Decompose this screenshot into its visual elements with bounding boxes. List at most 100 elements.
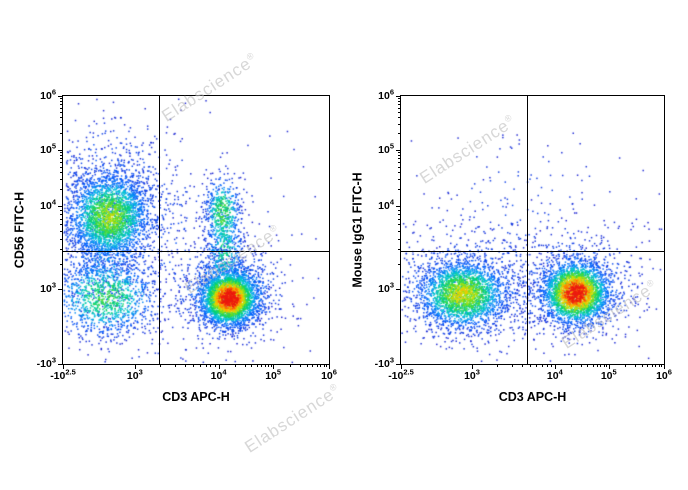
- x-axis-tick: [329, 364, 330, 369]
- y-axis-minor-tick: [60, 238, 63, 240]
- x-axis-tick-label: 106: [656, 367, 672, 382]
- x-axis-minor-tick: [600, 364, 602, 367]
- y-axis-minor-tick: [398, 238, 401, 240]
- x-axis-minor-tick: [580, 364, 582, 367]
- x-axis-tick-label: 103: [126, 367, 143, 382]
- y-axis-minor-tick: [398, 158, 401, 160]
- y-axis-tick: [58, 205, 63, 207]
- x-axis-tick: [554, 364, 556, 369]
- x-axis-tick: [218, 364, 220, 369]
- y-axis-minor-tick: [60, 188, 63, 190]
- x-axis-minor-tick: [312, 364, 314, 367]
- density-scatter-canvas: [401, 96, 664, 364]
- x-axis-tick-label: -102.5: [50, 367, 76, 382]
- x-axis-minor-tick: [521, 364, 523, 367]
- x-axis-minor-tick: [256, 364, 258, 367]
- x-axis-minor-tick: [210, 364, 212, 367]
- y-axis-minor-tick: [398, 112, 401, 114]
- x-axis-minor-tick: [658, 364, 660, 367]
- y-axis-minor-tick: [398, 249, 401, 251]
- y-axis-minor-tick: [398, 179, 401, 181]
- y-axis-minor-tick: [398, 263, 401, 265]
- y-axis-tick-label: 105: [378, 141, 394, 156]
- y-axis-tick-label: 106: [378, 87, 394, 102]
- x-axis-minor-tick: [244, 364, 246, 367]
- y-axis-minor-tick: [60, 162, 63, 164]
- x-axis-tick-label: 105: [265, 367, 282, 382]
- y-axis-minor-tick: [398, 224, 401, 226]
- y-axis-minor-tick: [60, 107, 63, 109]
- y-axis-minor-tick: [60, 263, 63, 265]
- y-axis-minor-tick: [60, 209, 63, 211]
- x-axis-minor-tick: [193, 364, 195, 367]
- y-axis-tick-label: -103: [374, 355, 394, 370]
- y-axis-minor-tick: [60, 224, 63, 226]
- x-axis-minor-tick: [606, 364, 608, 367]
- y-axis-tick: [396, 364, 401, 365]
- x-axis-minor-tick: [642, 364, 644, 367]
- y-axis-minor-tick: [60, 155, 63, 157]
- y-axis-minor-tick: [398, 230, 401, 232]
- y-axis-minor-tick: [398, 124, 401, 126]
- x-axis-minor-tick: [261, 364, 263, 367]
- y-axis-minor-tick: [398, 209, 401, 211]
- x-axis-minor-tick: [651, 364, 653, 367]
- y-axis-tick-label: 104: [378, 197, 394, 212]
- quadrant-gate-vertical: [158, 96, 160, 364]
- y-axis-minor-tick: [60, 104, 63, 106]
- x-axis-tick-label: 104: [210, 367, 227, 382]
- y-axis-minor-tick: [60, 166, 63, 168]
- x-axis-minor-tick: [251, 364, 253, 367]
- x-axis-minor-tick: [655, 364, 657, 367]
- y-axis-minor-tick: [398, 155, 401, 157]
- x-axis-minor-tick: [592, 364, 594, 367]
- y-axis-tick: [58, 288, 63, 290]
- y-axis-tick-label: -103: [36, 355, 56, 370]
- x-axis-minor-tick: [546, 364, 548, 367]
- y-axis-tick-label: 105: [40, 141, 56, 156]
- y-axis-minor-tick: [398, 213, 401, 215]
- x-axis-minor-tick: [529, 364, 531, 367]
- y-axis-minor-tick: [60, 230, 63, 232]
- x-axis-minor-tick: [289, 364, 291, 367]
- y-axis-minor-tick: [60, 124, 63, 126]
- x-axis-tick: [664, 364, 665, 369]
- quadrant-gate-horizontal: [63, 251, 329, 253]
- x-axis-minor-tick: [267, 364, 269, 367]
- quadrant-gate-vertical: [527, 96, 529, 364]
- y-axis-tick-label: 103: [40, 280, 56, 295]
- x-axis-tick: [63, 364, 64, 369]
- x-axis-tick-label: 104: [546, 367, 563, 382]
- plot-area: CD3 APC-H Mouse IgG1 FITC-H -102.5 103 104…: [350, 88, 672, 404]
- y-axis-title: CD56 FITC-H: [12, 191, 26, 269]
- y-axis-tick: [58, 149, 63, 151]
- x-axis-minor-tick: [596, 364, 598, 367]
- x-axis-minor-tick: [635, 364, 637, 367]
- y-axis-minor-tick: [60, 249, 63, 251]
- y-axis-minor-tick: [398, 101, 401, 103]
- x-axis-tick: [134, 364, 136, 369]
- x-axis-minor-tick: [587, 364, 589, 367]
- x-axis-minor-tick: [306, 364, 308, 367]
- y-axis-tick: [396, 205, 401, 207]
- y-axis-minor-tick: [398, 171, 401, 173]
- y-axis-minor-tick: [398, 166, 401, 168]
- y-axis-minor-tick: [60, 133, 63, 135]
- y-axis-minor-tick: [398, 152, 401, 154]
- x-axis-minor-tick: [661, 364, 663, 367]
- x-axis-minor-tick: [542, 364, 544, 367]
- y-axis-tick-label: 106: [40, 87, 56, 102]
- x-axis-title: CD3 APC-H: [162, 390, 230, 404]
- x-axis-minor-tick: [200, 364, 202, 367]
- y-axis-tick: [58, 364, 63, 365]
- y-axis-minor-tick: [398, 98, 401, 100]
- x-axis-minor-tick: [185, 364, 187, 367]
- y-axis-minor-tick: [60, 152, 63, 154]
- quadrant-gate-horizontal: [401, 251, 664, 253]
- x-axis-minor-tick: [270, 364, 272, 367]
- y-axis-minor-tick: [398, 162, 401, 164]
- y-axis-minor-tick: [60, 98, 63, 100]
- y-axis-minor-tick: [60, 218, 63, 220]
- y-axis-minor-tick: [398, 188, 401, 190]
